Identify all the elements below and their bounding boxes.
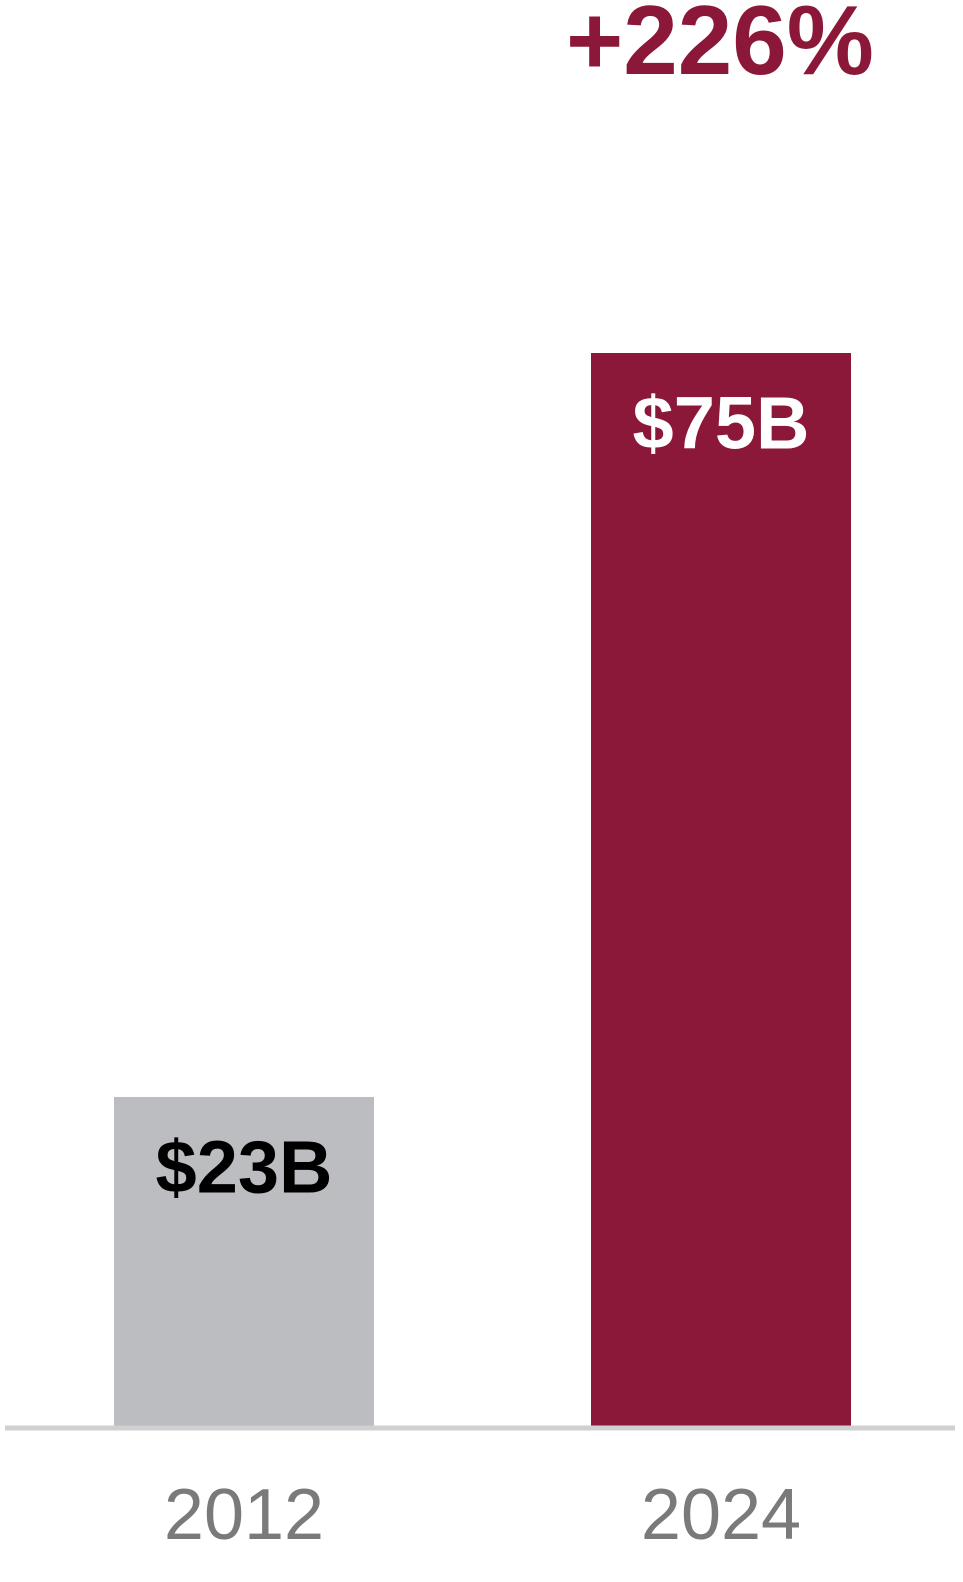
value-label: $75B xyxy=(633,382,810,465)
x-tick-label: 2024 xyxy=(641,1475,801,1555)
x-tick-label: 2012 xyxy=(164,1475,324,1555)
bar xyxy=(591,353,851,1426)
change-annotation: +226% xyxy=(566,0,874,95)
value-label: $23B xyxy=(156,1125,333,1208)
bar xyxy=(114,1096,374,1426)
